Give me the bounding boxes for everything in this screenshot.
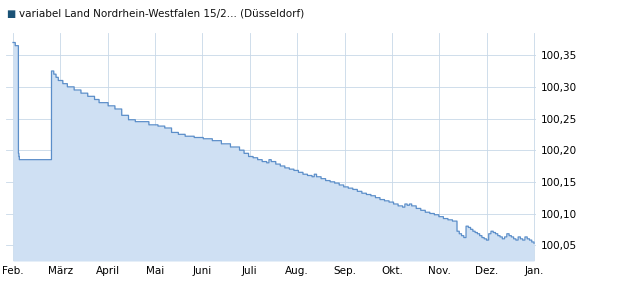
Text: variabel Land Nordrhein-Westfalen 15/2... (Düsseldorf): variabel Land Nordrhein-Westfalen 15/2..… [19, 9, 304, 19]
Text: ■: ■ [6, 9, 16, 19]
